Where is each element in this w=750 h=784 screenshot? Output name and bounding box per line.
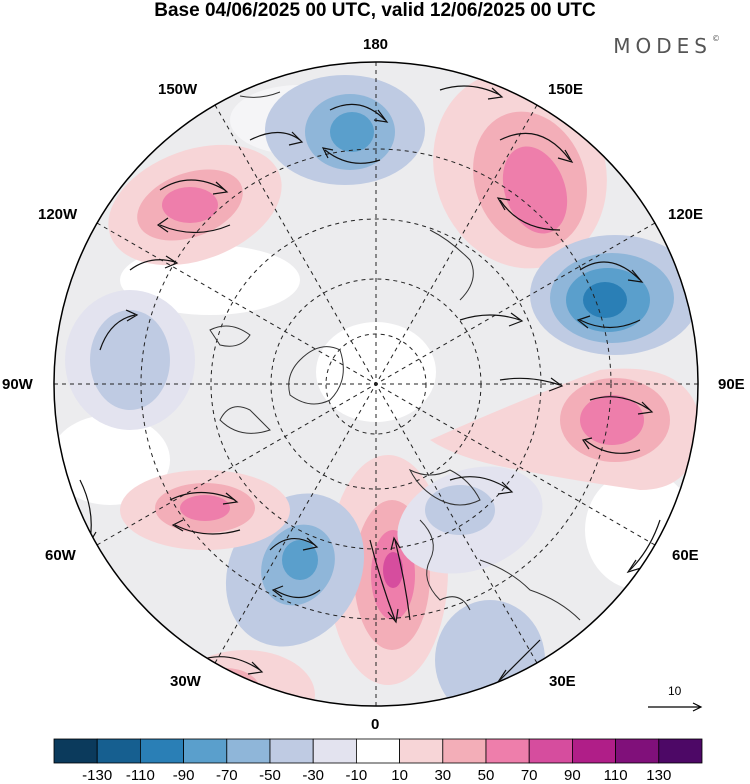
colorbar-tick-label: 50	[477, 767, 495, 784]
lon-label-90e: 90E	[718, 376, 745, 393]
colorbar-swatch	[269, 738, 314, 764]
colorbar-tick-label: -50	[259, 767, 281, 784]
lon-label-60e: 60E	[672, 547, 699, 564]
reference-vector-label: 10	[668, 684, 682, 698]
colorbar-swatch	[312, 738, 357, 764]
colorbar-swatch	[572, 738, 617, 764]
colorbar-tick-label: -130	[82, 767, 113, 784]
brand-name: MODES	[613, 34, 712, 58]
colorbar-tick-label: -90	[172, 767, 195, 784]
map-boundary	[53, 61, 699, 707]
colorbar-swatch	[399, 738, 444, 764]
anomaly-negative-120E	[530, 235, 698, 355]
lon-label-90w: 90W	[2, 376, 33, 393]
colorbar-tick-label: 90	[564, 767, 581, 784]
colorbar-swatch	[53, 738, 98, 764]
colorbar-tick-label: 130	[646, 767, 672, 784]
brand-logo: MODES©	[613, 34, 720, 58]
colorbar-swatch	[226, 738, 271, 764]
map-disc-content	[54, 62, 698, 706]
lon-label-120w: 120W	[38, 206, 78, 223]
colorbar	[53, 738, 703, 764]
lon-label-180: 180	[363, 36, 389, 53]
anomaly-positive-60W	[120, 470, 290, 550]
colorbar-swatch	[96, 738, 141, 764]
wind-vectors	[79, 85, 661, 684]
colorbar-tick-label: -30	[302, 767, 325, 784]
anomaly-positive-90E	[430, 368, 698, 490]
colorbar-tick-label: -110	[125, 767, 155, 784]
lon-label-30e: 30E	[549, 673, 576, 690]
anomaly-negative-180	[265, 75, 425, 185]
colorbar-swatch	[183, 738, 228, 764]
graticule	[54, 62, 698, 706]
lon-label-0: 0	[371, 716, 380, 733]
lon-label-150e: 150E	[548, 81, 584, 98]
coastlines	[209, 91, 581, 621]
lon-label-120e: 120E	[668, 206, 704, 223]
colorbar-swatch	[442, 738, 487, 764]
colorbar-swatch	[485, 738, 530, 764]
colorbar-tick-label: 10	[391, 767, 408, 784]
colorbar-swatch	[355, 738, 400, 764]
neutral-white-area	[54, 415, 170, 505]
lon-label-30w: 30W	[170, 673, 201, 690]
colorbar-tick-label: 30	[434, 767, 452, 784]
neutral-white-pole	[316, 322, 436, 422]
colorbar-tick-label: -70	[215, 767, 238, 784]
reference-vector-arrow	[648, 702, 703, 712]
colorbar-swatch	[139, 738, 184, 764]
colorbar-tick-label: -10	[345, 767, 368, 784]
lon-label-60w: 60W	[45, 547, 76, 564]
brand-mark: ©	[712, 34, 720, 43]
lon-label-150w: 150W	[158, 81, 198, 98]
anomaly-negative-105W	[65, 290, 195, 430]
colorbar-swatch	[615, 738, 660, 764]
colorbar-swatch	[658, 738, 703, 764]
colorbar-tick-label: 70	[520, 767, 538, 784]
colorbar-swatch	[528, 738, 573, 764]
page-title: Base 04/06/2025 00 UTC, valid 12/06/2025…	[154, 0, 596, 21]
colorbar-tick-label: 110	[603, 767, 628, 784]
